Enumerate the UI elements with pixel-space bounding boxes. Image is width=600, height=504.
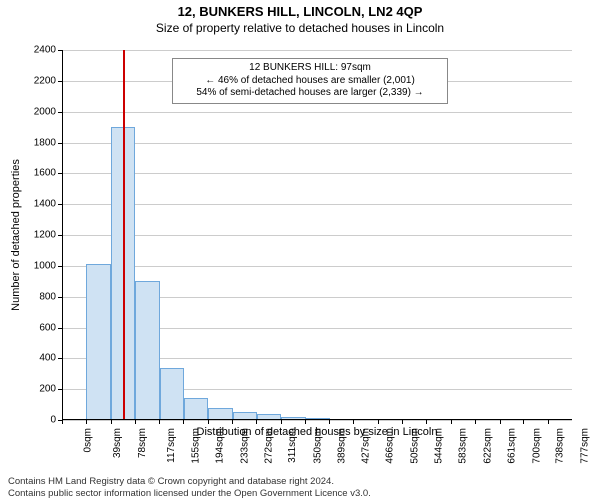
x-tick-label: 622sqm bbox=[482, 428, 493, 464]
x-tick bbox=[86, 420, 87, 424]
y-axis-line bbox=[62, 50, 63, 420]
chart: 12 BUNKERS HILL: 97sqm← 46% of detached … bbox=[62, 50, 572, 420]
x-tick bbox=[378, 420, 379, 424]
x-tick bbox=[329, 420, 330, 424]
marker-line bbox=[123, 50, 125, 420]
x-tick-label: 777sqm bbox=[579, 428, 590, 464]
gridline bbox=[62, 173, 572, 174]
histogram-bar bbox=[86, 264, 110, 420]
y-tick-label: 2000 bbox=[0, 106, 56, 117]
legend-line: 54% of semi-detached houses are larger (… bbox=[179, 87, 441, 100]
x-tick bbox=[402, 420, 403, 424]
footer: Contains HM Land Registry data © Crown c… bbox=[8, 476, 371, 500]
legend-line: ← 46% of detached houses are smaller (2,… bbox=[179, 75, 441, 88]
histogram-bar bbox=[160, 368, 184, 420]
x-tick-label: 350sqm bbox=[312, 428, 323, 464]
x-axis-line bbox=[62, 419, 572, 420]
footer-line-2: Contains public sector information licen… bbox=[8, 488, 371, 500]
x-tick-label: 155sqm bbox=[190, 428, 201, 464]
x-tick bbox=[305, 420, 306, 424]
x-tick-label: 583sqm bbox=[458, 428, 469, 464]
gridline bbox=[62, 143, 572, 144]
y-tick-label: 0 bbox=[0, 415, 56, 426]
x-tick bbox=[208, 420, 209, 424]
x-tick-label: 194sqm bbox=[215, 428, 226, 464]
x-tick bbox=[281, 420, 282, 424]
x-tick-label: 233sqm bbox=[239, 428, 250, 464]
y-tick-label: 1600 bbox=[0, 168, 56, 179]
page-title-1: 12, BUNKERS HILL, LINCOLN, LN2 4QP bbox=[0, 4, 600, 19]
y-tick-label: 1400 bbox=[0, 199, 56, 210]
x-tick-label: 427sqm bbox=[360, 428, 371, 464]
x-tick-label: 505sqm bbox=[409, 428, 420, 464]
x-tick bbox=[62, 420, 63, 424]
y-tick-label: 1000 bbox=[0, 260, 56, 271]
x-tick-label: 311sqm bbox=[287, 428, 298, 463]
histogram-bar bbox=[135, 281, 159, 420]
x-tick-label: 0sqm bbox=[82, 428, 93, 452]
gridline bbox=[62, 266, 572, 267]
x-tick-label: 39sqm bbox=[112, 428, 123, 458]
gridline bbox=[62, 112, 572, 113]
x-tick bbox=[475, 420, 476, 424]
gridline bbox=[62, 50, 572, 51]
x-tick-label: 389sqm bbox=[337, 428, 348, 464]
y-tick-label: 1800 bbox=[0, 137, 56, 148]
y-tick-label: 600 bbox=[0, 322, 56, 333]
histogram-bar bbox=[184, 398, 208, 420]
y-tick-label: 1200 bbox=[0, 230, 56, 241]
page-title-2: Size of property relative to detached ho… bbox=[0, 21, 600, 35]
x-tick-label: 117sqm bbox=[166, 428, 177, 463]
gridline bbox=[62, 420, 572, 421]
y-tick-label: 200 bbox=[0, 384, 56, 395]
x-tick-label: 738sqm bbox=[555, 428, 566, 464]
x-tick bbox=[500, 420, 501, 424]
y-tick-label: 800 bbox=[0, 291, 56, 302]
x-tick bbox=[159, 420, 160, 424]
gridline bbox=[62, 235, 572, 236]
legend-box: 12 BUNKERS HILL: 97sqm← 46% of detached … bbox=[172, 58, 448, 104]
x-tick bbox=[548, 420, 549, 424]
x-tick-label: 466sqm bbox=[385, 428, 396, 464]
x-tick bbox=[256, 420, 257, 424]
x-tick bbox=[451, 420, 452, 424]
x-tick-label: 700sqm bbox=[531, 428, 542, 464]
y-tick-label: 2400 bbox=[0, 45, 56, 56]
x-tick-label: 272sqm bbox=[264, 428, 275, 464]
y-tick-label: 2200 bbox=[0, 75, 56, 86]
x-tick bbox=[523, 420, 524, 424]
x-tick bbox=[232, 420, 233, 424]
y-tick-label: 400 bbox=[0, 353, 56, 364]
x-tick bbox=[353, 420, 354, 424]
legend-line: 12 BUNKERS HILL: 97sqm bbox=[179, 62, 441, 75]
plot-area: 12 BUNKERS HILL: 97sqm← 46% of detached … bbox=[62, 50, 572, 420]
gridline bbox=[62, 204, 572, 205]
x-tick bbox=[426, 420, 427, 424]
x-tick bbox=[183, 420, 184, 424]
footer-line-1: Contains HM Land Registry data © Crown c… bbox=[8, 476, 371, 488]
x-tick bbox=[111, 420, 112, 424]
x-tick-label: 661sqm bbox=[507, 428, 518, 464]
x-tick-label: 78sqm bbox=[137, 428, 148, 458]
x-tick-label: 544sqm bbox=[434, 428, 445, 464]
x-tick bbox=[135, 420, 136, 424]
